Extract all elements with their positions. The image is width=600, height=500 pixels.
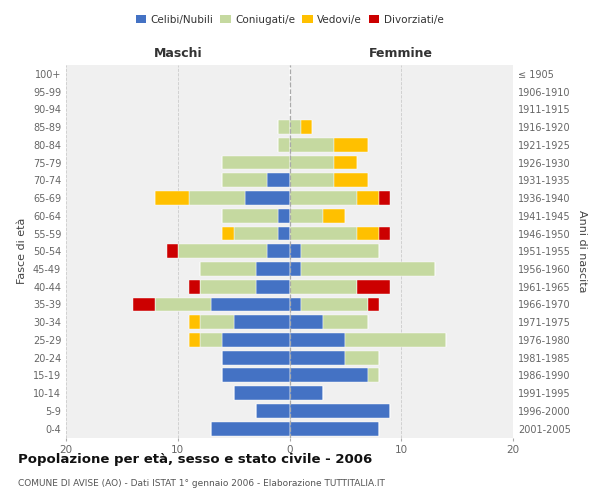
Bar <box>290 422 379 436</box>
Bar <box>167 244 178 258</box>
Bar <box>356 226 379 240</box>
Y-axis label: Fasce di età: Fasce di età <box>17 218 27 284</box>
Bar <box>290 333 346 347</box>
Bar <box>223 226 233 240</box>
Bar <box>233 316 290 329</box>
Bar <box>290 120 301 134</box>
Bar <box>256 262 290 276</box>
Bar <box>211 422 290 436</box>
Bar <box>256 404 290 418</box>
Bar <box>290 226 356 240</box>
Bar <box>290 386 323 400</box>
Bar <box>223 333 290 347</box>
Bar <box>356 191 379 205</box>
Bar <box>189 191 245 205</box>
Bar <box>334 174 368 187</box>
Bar <box>256 280 290 293</box>
Bar <box>245 191 290 205</box>
Bar <box>233 226 278 240</box>
Bar <box>200 262 256 276</box>
Bar <box>189 316 200 329</box>
Bar <box>278 226 290 240</box>
Bar <box>290 262 301 276</box>
Bar <box>379 191 390 205</box>
Bar <box>290 368 368 382</box>
Bar <box>223 351 290 364</box>
Y-axis label: Anni di nascita: Anni di nascita <box>577 210 587 292</box>
Bar <box>290 244 301 258</box>
Bar <box>368 368 379 382</box>
Bar <box>323 209 346 222</box>
Bar <box>301 298 368 312</box>
Bar <box>301 120 312 134</box>
Bar <box>233 386 290 400</box>
Bar <box>155 298 211 312</box>
Bar <box>290 280 356 293</box>
Text: COMUNE DI AVISE (AO) - Dati ISTAT 1° gennaio 2006 - Elaborazione TUTTITALIA.IT: COMUNE DI AVISE (AO) - Dati ISTAT 1° gen… <box>18 479 385 488</box>
Bar <box>368 298 379 312</box>
Bar <box>189 333 200 347</box>
Bar <box>290 298 301 312</box>
Bar <box>223 156 290 170</box>
Bar <box>356 280 390 293</box>
Bar <box>155 191 189 205</box>
Bar <box>323 316 368 329</box>
Bar <box>211 298 290 312</box>
Bar <box>290 174 334 187</box>
Bar <box>267 244 290 258</box>
Bar <box>346 333 446 347</box>
Bar <box>334 138 368 151</box>
Bar <box>290 351 346 364</box>
Bar <box>278 209 290 222</box>
Bar <box>223 174 267 187</box>
Bar <box>290 316 323 329</box>
Bar <box>290 191 356 205</box>
Bar <box>301 244 379 258</box>
Bar <box>346 351 379 364</box>
Bar <box>334 156 356 170</box>
Bar <box>290 156 334 170</box>
Bar <box>200 333 223 347</box>
Bar <box>200 280 256 293</box>
Bar <box>189 280 200 293</box>
Bar <box>223 368 290 382</box>
Bar <box>133 298 155 312</box>
Text: Popolazione per età, sesso e stato civile - 2006: Popolazione per età, sesso e stato civil… <box>18 452 372 466</box>
Bar <box>278 138 290 151</box>
Bar <box>290 404 390 418</box>
Bar <box>178 244 267 258</box>
Bar <box>278 120 290 134</box>
Bar <box>200 316 233 329</box>
Bar <box>290 209 323 222</box>
Bar <box>290 138 334 151</box>
Bar <box>379 226 390 240</box>
Legend: Celibi/Nubili, Coniugati/e, Vedovi/e, Divorziati/e: Celibi/Nubili, Coniugati/e, Vedovi/e, Di… <box>134 12 445 26</box>
Bar <box>301 262 435 276</box>
Bar <box>267 174 290 187</box>
Bar <box>223 209 278 222</box>
